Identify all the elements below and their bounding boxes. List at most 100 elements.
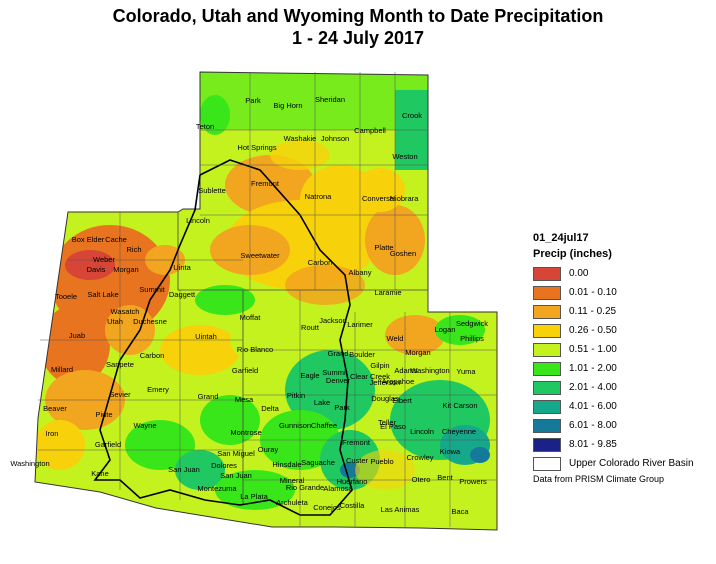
county-label: Prowers (459, 477, 487, 486)
county-label: Ouray (258, 445, 279, 454)
county-label: Saguache (301, 458, 335, 467)
county-label: Uinta (173, 263, 191, 272)
county-label: Carbon (308, 258, 333, 267)
county-label: Big Horn (273, 101, 302, 110)
legend-label: 4.01 - 6.00 (569, 401, 617, 412)
county-label: Converse (362, 194, 394, 203)
data-credit: Data from PRISM Climate Group (533, 474, 665, 484)
county-label: Moffat (240, 313, 262, 322)
county-label: Montrose (230, 428, 261, 437)
county-label: San Juan (220, 471, 252, 480)
legend-item: 6.01 - 8.00 (533, 416, 713, 435)
county-label: Morgan (113, 265, 138, 274)
county-label: Baca (451, 507, 469, 516)
precip-fill (35, 72, 497, 530)
legend-label: 0.51 - 1.00 (569, 344, 617, 355)
legend-item: Upper Colorado River Basin (533, 454, 713, 473)
county-label: Douglas (371, 394, 399, 403)
county-label: Morgan (405, 348, 430, 357)
county-label: Huerfano (337, 477, 368, 486)
county-label: Sublette (198, 186, 226, 195)
legend-label: 0.11 - 0.25 (569, 306, 617, 317)
county-label: Sheridan (315, 95, 345, 104)
county-label: Rio Blanco (237, 345, 273, 354)
county-label: Alamosa (323, 484, 353, 493)
map-title: Colorado, Utah and Wyoming Month to Date… (112, 6, 604, 26)
county-label: Pueblo (370, 457, 393, 466)
legend-label: 0.00 (569, 268, 589, 279)
county-label: Larimer (347, 320, 373, 329)
county-label: Pitkin (287, 391, 305, 400)
county-label: Washington (410, 366, 449, 375)
county-label: Gunnison (279, 421, 311, 430)
legend-title: Precip (inches) (533, 248, 612, 260)
map-subtitle-dates: 1 - 24 July 2017 (291, 28, 425, 48)
county-label: Kit Carson (442, 401, 477, 410)
county-label: Campbell (354, 126, 386, 135)
county-label: Hot Springs (237, 143, 276, 152)
county-label: Mineral (280, 476, 305, 485)
county-label: Salt Lake (87, 290, 118, 299)
legend-item: 0.11 - 0.25 (533, 302, 713, 321)
county-label: Wayne (133, 421, 156, 430)
county-label: Crook (402, 111, 422, 120)
legend-label: 0.26 - 0.50 (569, 325, 617, 336)
county-label: Jackson (319, 316, 347, 325)
county-label: Routt (301, 323, 320, 332)
county-label: San Miguel (217, 449, 255, 458)
county-label: Rich (126, 245, 141, 254)
county-label: Sevier (109, 390, 131, 399)
county-label: Teller (378, 418, 396, 427)
county-label: Garfield (95, 440, 121, 449)
county-label: Eagle (300, 371, 319, 380)
county-label: Denver (326, 376, 351, 385)
county-label: Dolores (211, 461, 237, 470)
county-label: Elbert (392, 396, 413, 405)
county-label: Cache (105, 235, 127, 244)
county-label: Jefferson (370, 378, 401, 387)
county-label: Cheyenne (442, 427, 476, 436)
county-label: Boulder (349, 350, 375, 359)
legend-swatch (533, 437, 561, 452)
county-label: Mesa (235, 395, 254, 404)
legend-swatch (533, 361, 561, 376)
county-label: Arapahoe (382, 377, 415, 386)
legend-item: 2.01 - 4.00 (533, 378, 713, 397)
county-label: Weston (392, 152, 417, 161)
county-label: Sedgwick (456, 319, 488, 328)
legend-item: 0.00 (533, 264, 713, 283)
county-label: Weld (387, 334, 404, 343)
legend-label: Upper Colorado River Basin (569, 458, 694, 469)
county-label: Weber (93, 255, 115, 264)
county-label: Las Animas (381, 505, 420, 514)
legend-swatch (533, 304, 561, 319)
county-label: Rio Grande (286, 483, 324, 492)
county-label: Lincoln (186, 216, 210, 225)
legend-item: 0.51 - 1.00 (533, 340, 713, 359)
county-label: Gilpin (370, 361, 389, 370)
legend-swatch (533, 380, 561, 395)
county-label: Chaffee (311, 421, 337, 430)
county-label: Niobrara (390, 194, 420, 203)
county-label: Hinsdale (272, 460, 301, 469)
county-label: Tooele (55, 292, 77, 301)
legend-item: 0.01 - 0.10 (533, 283, 713, 302)
county-label: Albany (349, 268, 372, 277)
county-label: Daggett (169, 290, 196, 299)
county-label: Park (245, 96, 261, 105)
legend-swatch (533, 399, 561, 414)
county-label: Summit (139, 285, 165, 294)
legend-item: 8.01 - 9.85 (533, 435, 713, 454)
legend-label: 1.01 - 2.00 (569, 363, 617, 374)
county-label: Sweetwater (240, 251, 280, 260)
legend-item: 0.26 - 0.50 (533, 321, 713, 340)
county-label: Sanpete (106, 360, 134, 369)
county-labels: Park Big Horn Sheridan Crook Teton Washakie Jo… (10, 95, 488, 516)
county-label: Platte (374, 243, 393, 252)
county-label: Grand (328, 349, 349, 358)
county-label: Phillips (460, 334, 484, 343)
legend-label: 0.01 - 0.10 (569, 287, 617, 298)
county-label: Logan (435, 325, 456, 334)
legend-swatch (533, 266, 561, 281)
county-label: La Plata (240, 492, 268, 501)
